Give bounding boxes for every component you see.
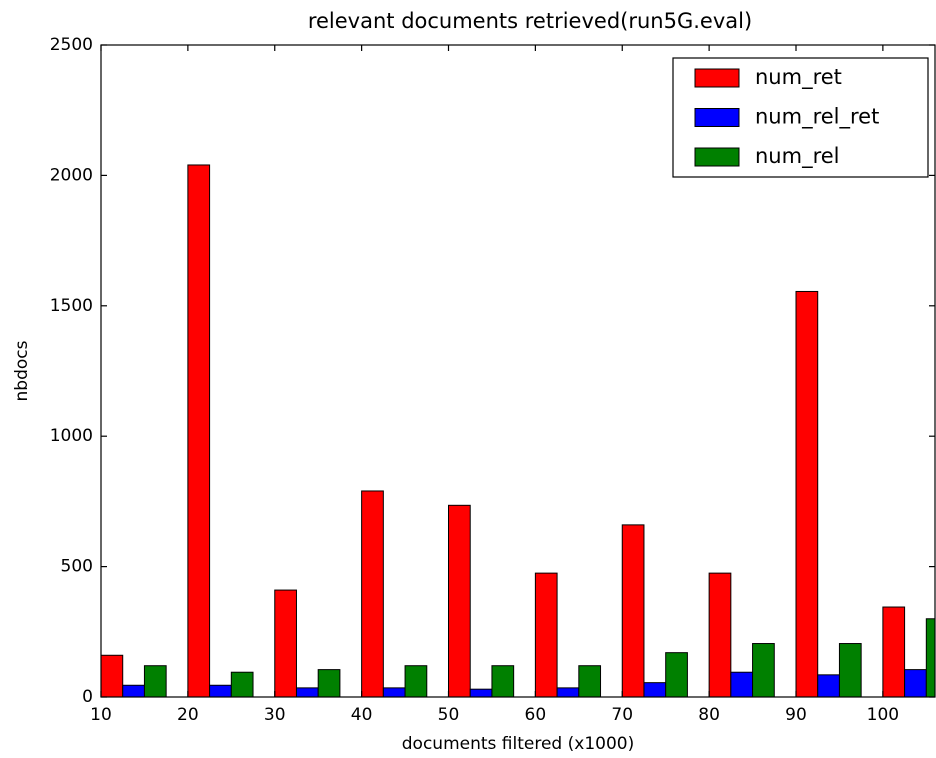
bar — [665, 652, 688, 697]
bar — [534, 572, 558, 697]
x-tick-label: 20 — [177, 705, 199, 725]
x-tick-label: 40 — [351, 705, 373, 725]
y-tick-label: 0 — [82, 687, 93, 707]
y-axis-label: nbdocs — [12, 340, 32, 401]
bar — [643, 682, 667, 697]
bar — [904, 669, 927, 697]
bar — [274, 589, 297, 697]
axes-frame — [100, 44, 936, 698]
bar — [578, 665, 602, 697]
bar — [925, 618, 935, 697]
bar — [187, 164, 211, 697]
chart-title: relevant documents retrieved(run5G.eval) — [308, 9, 752, 33]
bar — [708, 572, 732, 697]
legend-swatch — [694, 108, 740, 127]
x-tick-label: 70 — [611, 705, 633, 725]
y-tick-label: 2000 — [50, 165, 93, 185]
legend-swatch — [694, 68, 740, 88]
y-tick-label: 2500 — [50, 35, 93, 55]
y-tick-label: 1500 — [50, 296, 93, 316]
y-tick-label: 1000 — [50, 426, 93, 446]
bar — [317, 669, 341, 697]
bar — [817, 674, 840, 697]
x-tick-label: 10 — [90, 705, 112, 725]
x-tick-label: 80 — [698, 705, 720, 725]
bar — [101, 654, 124, 697]
bar — [209, 684, 232, 697]
bar — [795, 290, 819, 697]
legend-label: num_rel_ret — [755, 105, 879, 130]
x-axis-label: documents filtered (x1000) — [402, 734, 634, 754]
x-tick-label: 60 — [525, 705, 547, 725]
x-tick-label: 90 — [785, 705, 807, 725]
bar — [491, 665, 515, 697]
legend: num_ret num_rel_ret num_rel — [672, 57, 929, 178]
x-tick-label: 50 — [438, 705, 460, 725]
bar — [621, 524, 645, 697]
bar — [469, 688, 493, 697]
bar — [556, 687, 580, 697]
bar — [448, 504, 471, 697]
bar — [752, 643, 775, 697]
bar — [230, 671, 254, 697]
bar — [838, 643, 862, 697]
y-tick-label: 500 — [61, 557, 93, 577]
legend-label: num_ret — [755, 65, 842, 90]
legend-swatch — [694, 147, 740, 167]
plot-area — [101, 164, 935, 697]
bar — [404, 665, 428, 697]
x-tick-label: 30 — [264, 705, 286, 725]
bar — [122, 684, 145, 697]
bar — [361, 490, 384, 697]
bar — [730, 671, 754, 697]
legend-label: num_rel — [755, 144, 840, 169]
bar — [295, 687, 319, 697]
bar — [382, 687, 406, 697]
bar — [143, 665, 167, 697]
x-tick-label: 100 — [867, 705, 899, 725]
bar — [882, 606, 906, 697]
